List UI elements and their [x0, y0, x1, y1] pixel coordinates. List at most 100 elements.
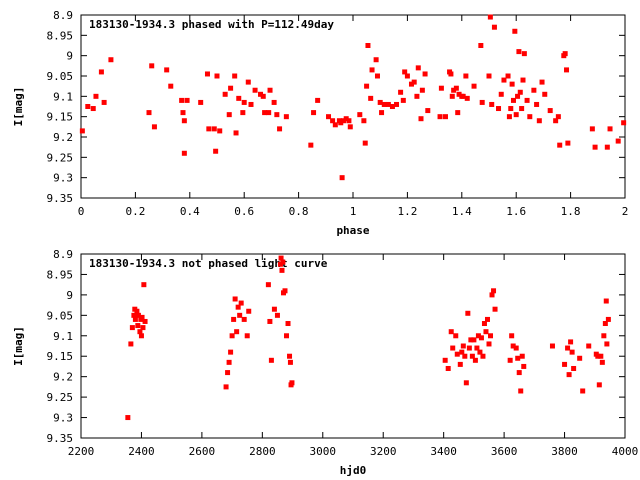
data-point [181, 150, 187, 156]
y-tick-label: 9.35 [47, 432, 74, 445]
y-tick-label: 9.05 [47, 70, 74, 83]
data-point [478, 43, 484, 48]
data-point [229, 333, 235, 339]
data-point [198, 99, 204, 105]
data-point [415, 65, 421, 71]
y-axis-label: I[mag] [12, 87, 25, 127]
data-point [512, 28, 518, 34]
data-point [539, 79, 545, 85]
data-point [562, 51, 568, 57]
data-point [566, 372, 572, 378]
data-point [232, 73, 238, 79]
data-point [400, 97, 406, 103]
data-point [287, 359, 293, 365]
data-point [108, 57, 114, 63]
data-point [285, 321, 291, 327]
data-point [265, 282, 271, 288]
data-point [283, 114, 289, 120]
data-point [225, 370, 231, 376]
x-tick-label: 2600 [189, 445, 216, 458]
data-point [419, 87, 425, 93]
data-point [246, 308, 252, 314]
x-tick-label: 1.4 [452, 205, 472, 218]
data-point [274, 112, 280, 118]
data-point [453, 333, 459, 339]
data-point [235, 304, 241, 310]
data-point [260, 93, 266, 99]
y-tick-label: 8.9 [53, 9, 73, 22]
data-point [211, 126, 217, 132]
data-point [474, 345, 480, 351]
x-tick-label: 0 [78, 205, 85, 218]
data-point [607, 126, 613, 132]
data-point [368, 95, 374, 101]
data-point [562, 361, 568, 367]
data-point [479, 99, 485, 105]
data-point [592, 144, 598, 150]
data-point [85, 104, 91, 109]
data-point [364, 83, 370, 89]
data-point [456, 91, 462, 97]
data-point [448, 71, 454, 77]
data-point [496, 106, 502, 112]
data-point [267, 318, 273, 324]
data-point [604, 341, 610, 347]
data-point [621, 120, 627, 126]
data-point [149, 63, 155, 69]
data-point [481, 321, 487, 327]
chart-title: 183130-1934.3 phased with P=112.49day [89, 18, 334, 31]
data-point [553, 118, 559, 124]
y-tick-label: 9.35 [47, 192, 74, 205]
data-point [271, 306, 277, 312]
data-point [369, 67, 375, 73]
data-point [245, 79, 251, 85]
y-tick-label: 9.25 [47, 391, 74, 404]
data-point [565, 345, 571, 351]
data-point [489, 292, 495, 298]
y-tick-label: 9.2 [53, 131, 73, 144]
data-point [524, 97, 530, 103]
chart-title: 183130-1934.3 not phased light curve [89, 257, 328, 270]
data-point [527, 114, 533, 120]
data-point [271, 99, 277, 105]
data-point [228, 349, 234, 355]
x-tick-label: 1.2 [397, 205, 417, 218]
data-point [311, 110, 317, 116]
data-point [204, 71, 210, 77]
x-axis-label: hjd0 [340, 464, 367, 477]
x-tick-label: 3200 [370, 445, 397, 458]
data-point [135, 312, 141, 318]
data-point [464, 95, 470, 101]
plot-frame [80, 253, 626, 439]
y-tick-label: 9.3 [53, 172, 73, 185]
x-tick-label: 3600 [491, 445, 518, 458]
data-point [137, 329, 143, 335]
data-point [93, 93, 99, 99]
data-point [151, 124, 157, 130]
y-tick-label: 9.1 [53, 90, 73, 103]
data-point [379, 110, 385, 116]
data-point [101, 99, 107, 105]
data-point [274, 312, 280, 318]
phased-light-curve-panel: 0 0.2 0.4 0.6 0.8 1 1.2 1.4 1.6 1.8 2 8.9 8.95 9 9.05 9… [12, 9, 628, 237]
y-tick-label: 9.15 [47, 111, 74, 124]
data-point [377, 99, 383, 105]
data-point [277, 126, 283, 132]
data-point [425, 108, 431, 114]
data-point [491, 24, 497, 30]
y-tick-label: 9.3 [53, 412, 73, 425]
data-point [518, 388, 524, 394]
data-point [549, 343, 555, 349]
data-point [258, 91, 264, 97]
x-tick-label: 1.8 [561, 205, 581, 218]
data-point [471, 337, 477, 343]
data-point [287, 353, 293, 359]
x-tick-label: 1 [350, 205, 357, 218]
y-tick-label: 9.2 [53, 371, 73, 384]
data-point [603, 298, 609, 304]
data-point [564, 67, 570, 73]
data-point [346, 118, 352, 124]
data-point [262, 110, 268, 116]
x-tick-label: 2 [622, 205, 629, 218]
data-point [164, 67, 170, 73]
